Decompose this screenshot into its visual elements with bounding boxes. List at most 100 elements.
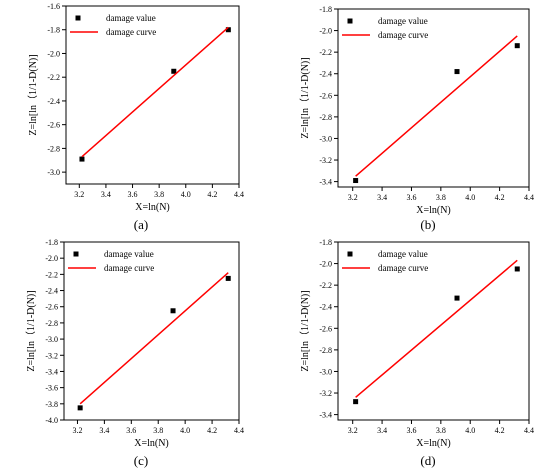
damage-value-point <box>77 405 83 411</box>
y-tick-label: -3.0 <box>47 168 60 177</box>
y-tick-label: -2.2 <box>45 270 58 279</box>
y-tick-label: -2.8 <box>47 144 60 153</box>
x-tick-label: 3.6 <box>126 426 136 435</box>
y-tick-label: -2.4 <box>319 303 332 312</box>
legend-label: damage value <box>378 16 428 26</box>
y-tick-label: -3.6 <box>45 384 58 393</box>
y-tick-label: -3.2 <box>45 351 58 360</box>
x-tick-label: 3.4 <box>377 426 387 435</box>
y-tick-label: -2.6 <box>45 303 58 312</box>
x-axis-title: X=ln(N) <box>135 202 170 213</box>
plot-frame <box>337 241 530 421</box>
x-tick-label: 4.0 <box>465 193 475 202</box>
y-tick-label: -1.8 <box>47 26 60 35</box>
y-tick-label: -2.4 <box>319 70 332 79</box>
y-tick-label: -2.0 <box>45 254 58 263</box>
x-tick-label: 4.4 <box>524 426 534 435</box>
y-tick-label: -2.4 <box>47 97 60 106</box>
legend-marker-swatch <box>347 251 353 257</box>
legend-marker-swatch <box>73 251 79 257</box>
damage-value-point <box>225 27 231 33</box>
damage-value-point <box>171 68 177 74</box>
y-axis-title: Z=ln[ln（1/1-D(N)] <box>299 57 311 138</box>
y-tick-label: -2.8 <box>319 346 332 355</box>
legend-label: damage curve <box>104 263 154 273</box>
y-tick-label: -3.8 <box>45 400 58 409</box>
x-tick-label: 4.0 <box>180 426 190 435</box>
y-tick-label: -3.4 <box>45 367 58 376</box>
damage-value-point <box>225 275 231 281</box>
y-tick-label: -2.0 <box>319 27 332 36</box>
plot-frame <box>63 241 240 421</box>
x-tick-label: 4.2 <box>495 426 505 435</box>
chart-panel-3: 3.2 3.4 3.6 3.8 4.0 4.2 4.4 -4.0 -3.8 -3.6 -3.4 -3.… <box>25 238 244 468</box>
plot-frame <box>337 8 530 188</box>
y-tick-label: -2.2 <box>319 48 332 57</box>
x-tick-label: 4.2 <box>207 426 217 435</box>
x-tick-label: 3.2 <box>348 193 358 202</box>
y-tick-label: -2.6 <box>47 121 60 130</box>
x-tick-label: 3.6 <box>128 190 138 199</box>
x-tick-label: 3.8 <box>153 426 163 435</box>
y-tick-label: -3.0 <box>319 367 332 376</box>
y-tick-label: -4.0 <box>45 416 58 425</box>
damage-value-point <box>79 156 85 162</box>
damage-value-point <box>353 178 359 184</box>
chart-panel-2: 3.2 3.4 3.6 3.8 4.0 4.2 4.4 -3.4 -3.2 -3.0 -2.8 -2.… <box>299 5 534 232</box>
legend-label: damage curve <box>378 263 428 273</box>
x-axis-title: X=ln(N) <box>416 438 451 449</box>
y-tick-label: -3.0 <box>319 134 332 143</box>
x-axis-title: X=ln(N) <box>134 438 169 449</box>
x-tick-label: 3.6 <box>406 193 416 202</box>
x-tick-label: 3.8 <box>436 193 446 202</box>
y-tick-label: -3.4 <box>319 178 332 187</box>
damage-curve-line <box>79 272 229 405</box>
damage-value-point <box>454 295 460 301</box>
x-tick-label: 4.2 <box>495 193 505 202</box>
legend-label: damage curve <box>378 30 428 40</box>
x-tick-label: 4.0 <box>465 426 475 435</box>
y-tick-label: -2.8 <box>319 113 332 122</box>
legend-label: damage value <box>378 249 428 259</box>
y-tick-label: -2.0 <box>47 49 60 58</box>
legend-marker-swatch <box>347 18 353 24</box>
legend-label: damage curve <box>106 27 156 37</box>
x-axis-title: X=ln(N) <box>416 205 451 216</box>
y-tick-label: -1.8 <box>45 238 58 247</box>
chart-panel-1: 3.2 3.4 3.6 3.8 4.0 4.2 4.4 -3.0 -2.8 -2.6 -2.4 -2.… <box>27 2 244 232</box>
y-tick-label: -2.8 <box>45 319 58 328</box>
damage-value-point <box>170 308 176 314</box>
y-tick-label: -2.2 <box>319 281 332 290</box>
panel-label: (d) <box>420 453 435 468</box>
y-axis-title: Z=ln[ln（1/1-D(N)] <box>25 290 37 371</box>
x-tick-label: 4.2 <box>207 190 217 199</box>
y-tick-label: -1.8 <box>319 238 332 247</box>
x-tick-label: 3.8 <box>154 190 164 199</box>
panel-label: (b) <box>420 217 435 232</box>
x-tick-label: 4.4 <box>524 193 534 202</box>
x-tick-label: 4.4 <box>234 426 244 435</box>
panel-label: (a) <box>134 217 148 232</box>
y-axis-title: Z=ln[ln（1/1-D(N)] <box>299 290 311 371</box>
y-tick-label: -3.0 <box>45 335 58 344</box>
x-tick-label: 4.0 <box>181 190 191 199</box>
y-tick-label: -3.4 <box>319 411 332 420</box>
x-tick-label: 3.6 <box>406 426 416 435</box>
y-tick-label: -3.2 <box>319 389 332 398</box>
y-tick-label: -1.6 <box>47 2 60 11</box>
y-tick-label: -2.4 <box>45 287 58 296</box>
damage-curve-line <box>81 26 229 158</box>
x-tick-label: 3.2 <box>348 426 358 435</box>
legend-marker-swatch <box>75 15 81 21</box>
legend-label: damage value <box>104 249 154 259</box>
damage-value-point <box>514 266 520 272</box>
x-tick-label: 3.4 <box>377 193 387 202</box>
damage-value-point <box>514 43 520 49</box>
x-tick-label: 3.2 <box>72 426 82 435</box>
damage-value-point <box>353 399 359 405</box>
x-tick-label: 3.4 <box>101 190 111 199</box>
damage-curve-line <box>355 259 518 398</box>
legend-label: damage value <box>106 13 156 23</box>
chart-panel-4: 3.2 3.4 3.6 3.8 4.0 4.2 4.4 -3.4 -3.2 -3.0 -2.8 -2.… <box>299 238 534 468</box>
